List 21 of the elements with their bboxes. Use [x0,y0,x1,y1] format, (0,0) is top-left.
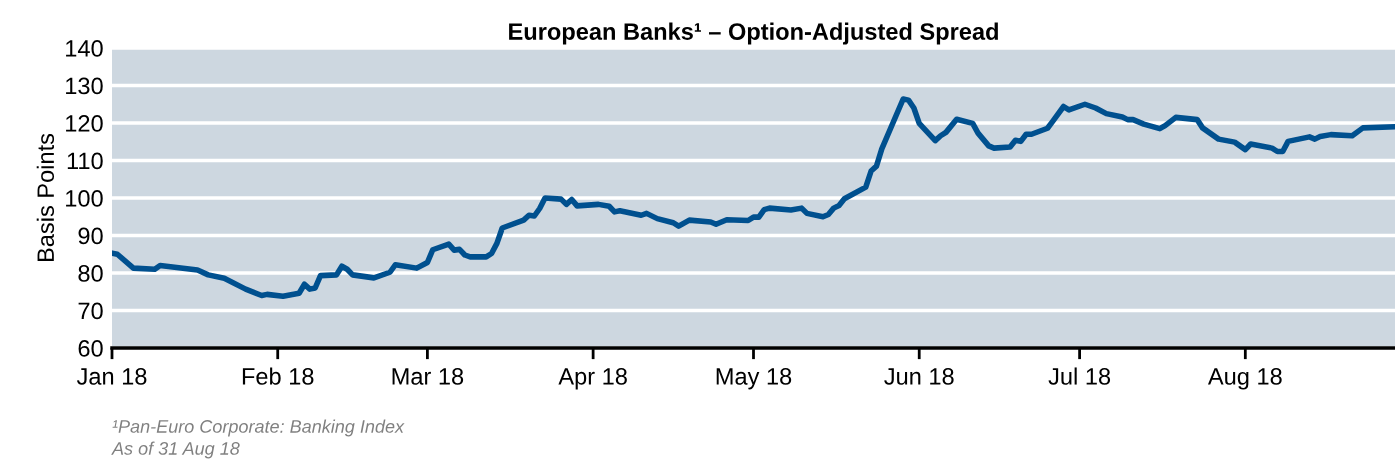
text: As of 31 Aug 18 [111,441,240,459]
y-tick-label: 120 [66,115,103,132]
text: ¹Pan-Euro Corporate: Banking Index [112,419,405,437]
x-tick-label: Apr 18 [558,368,627,390]
x-tick-label: Feb 18 [242,367,314,385]
y-axis-title: Basis Points [36,133,55,262]
y-tick-label: 70 [78,302,103,320]
y-tick-label: 90 [78,227,103,245]
chart-title: European Banks¹ – Option-Adjusted Spread [509,22,998,45]
y-tick-label: 60 [78,340,103,357]
y-tick-label: 140 [66,40,103,57]
y-tick-label: 100 [66,190,103,207]
x-tick-label: May 18 [716,368,792,390]
y-tick-label: 130 [66,77,103,95]
y-tick-label: 80 [78,265,103,282]
x-tick-label: Aug 18 [1207,368,1282,390]
x-tick-label: Mar 18 [392,368,464,385]
y-tick-label: 110 [67,152,103,170]
x-tick-label: Jul 18 [1048,367,1111,385]
x-tick-label: Jan 18 [76,368,147,385]
x-tick-label: Jun 18 [884,368,954,385]
